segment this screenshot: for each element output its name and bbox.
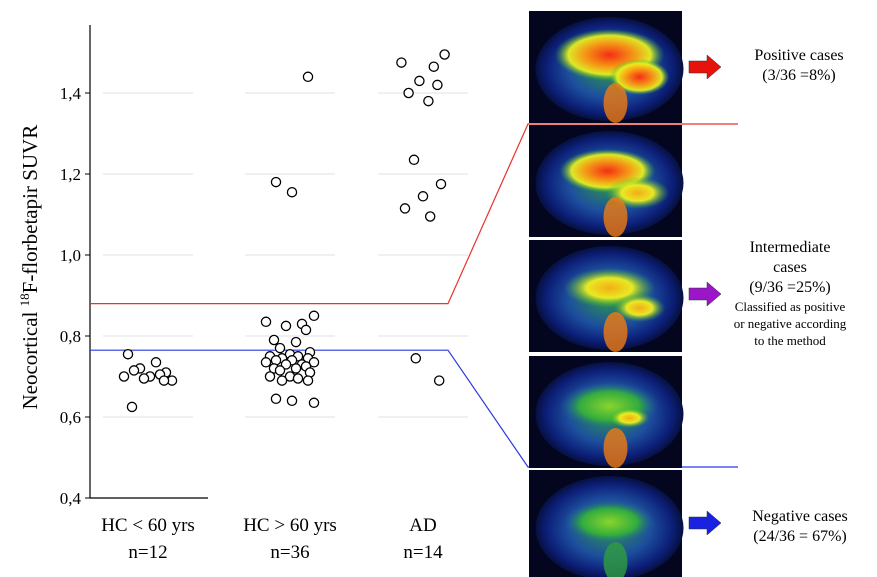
data-point bbox=[440, 50, 449, 59]
data-point bbox=[151, 358, 160, 367]
data-point bbox=[415, 76, 424, 85]
data-point bbox=[265, 372, 274, 381]
data-point bbox=[424, 97, 433, 106]
data-point bbox=[287, 188, 296, 197]
data-point bbox=[127, 402, 136, 411]
y-tick-label: 1,2 bbox=[60, 165, 81, 184]
data-point bbox=[275, 344, 284, 353]
positive-arrow-icon bbox=[689, 55, 721, 79]
data-point bbox=[287, 396, 296, 405]
data-point bbox=[281, 321, 290, 330]
intermediate-note-2: or negative according bbox=[706, 315, 874, 332]
scan-brainstem bbox=[604, 428, 628, 468]
scan-intermediate-low bbox=[529, 356, 684, 468]
intermediate-detail: (9/36 =25%) bbox=[706, 278, 874, 298]
data-point bbox=[291, 364, 300, 373]
data-point bbox=[275, 366, 284, 375]
positive-title: Positive cases bbox=[724, 46, 874, 66]
positive-detail: (3/36 =8%) bbox=[724, 66, 874, 86]
intermediate-title: Intermediate bbox=[706, 238, 874, 258]
intermediate-note-1: Classified as positive bbox=[706, 298, 874, 315]
category-label: AD bbox=[409, 515, 436, 536]
y-axis-label: Neocortical 18F-florbetapir SUVR bbox=[17, 125, 42, 410]
data-point bbox=[129, 366, 138, 375]
data-point bbox=[123, 350, 132, 359]
y-tick-label: 1,4 bbox=[60, 84, 82, 103]
data-points bbox=[119, 50, 449, 412]
data-point bbox=[301, 325, 310, 334]
data-point bbox=[409, 155, 418, 164]
data-point bbox=[119, 372, 128, 381]
y-tick-label: 0,6 bbox=[60, 408, 81, 427]
data-point bbox=[404, 88, 413, 97]
scan-brainstem bbox=[604, 312, 628, 352]
category-n-label: n=36 bbox=[270, 542, 309, 563]
pet-scans bbox=[529, 11, 684, 577]
data-point bbox=[303, 72, 312, 81]
data-point bbox=[303, 376, 312, 385]
data-point bbox=[435, 376, 444, 385]
category-label: HC < 60 yrs bbox=[101, 515, 195, 536]
data-point bbox=[159, 376, 168, 385]
y-tick-label: 0,8 bbox=[60, 327, 81, 346]
data-point bbox=[261, 317, 270, 326]
data-point bbox=[426, 212, 435, 221]
scan-brainstem bbox=[604, 83, 628, 123]
data-point bbox=[411, 354, 420, 363]
scan-negative bbox=[529, 470, 684, 577]
data-point bbox=[271, 394, 280, 403]
intermediate-annotation: Intermediate cases (9/36 =25%) Classifie… bbox=[706, 238, 874, 349]
data-point bbox=[277, 376, 286, 385]
data-point bbox=[261, 358, 270, 367]
negative-arrow-icon bbox=[689, 511, 721, 535]
data-point bbox=[309, 311, 318, 320]
data-point bbox=[271, 178, 280, 187]
data-point bbox=[418, 192, 427, 201]
positive-annotation: Positive cases (3/36 =8%) bbox=[724, 46, 874, 86]
data-point bbox=[139, 374, 148, 383]
scan-uptake bbox=[564, 500, 656, 544]
negative-title: Negative cases bbox=[726, 507, 874, 527]
intermediate-title-2: cases bbox=[706, 258, 874, 278]
data-point bbox=[309, 398, 318, 407]
data-point bbox=[291, 338, 300, 347]
category-n-label: n=12 bbox=[128, 542, 167, 563]
data-point bbox=[400, 204, 409, 213]
scan-intermediate-high bbox=[529, 125, 684, 237]
category-n-label: n=14 bbox=[403, 542, 443, 563]
y-tick-label: 1,0 bbox=[60, 246, 81, 265]
y-tick-label: 0,4 bbox=[60, 489, 82, 508]
scan-uptake bbox=[610, 408, 650, 428]
data-point bbox=[436, 180, 445, 189]
data-point bbox=[433, 80, 442, 89]
negative-annotation: Negative cases (24/36 = 67%) bbox=[726, 507, 874, 547]
scan-intermediate bbox=[529, 240, 684, 352]
negative-detail: (24/36 = 67%) bbox=[726, 527, 874, 547]
data-point bbox=[429, 62, 438, 71]
data-point bbox=[269, 335, 278, 344]
scan-brainstem bbox=[604, 197, 628, 237]
scan-positive bbox=[529, 11, 684, 123]
data-point bbox=[293, 374, 302, 383]
data-point bbox=[397, 58, 406, 67]
category-label: HC > 60 yrs bbox=[243, 515, 337, 536]
intermediate-note-3: to the method bbox=[706, 332, 874, 349]
